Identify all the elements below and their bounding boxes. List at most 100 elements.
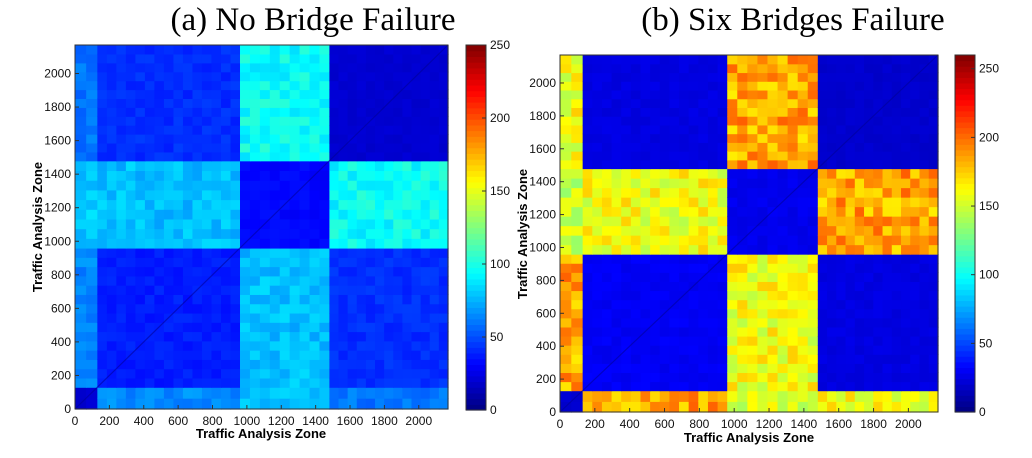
heatmap-cell	[919, 55, 930, 65]
heatmap-cell	[571, 98, 584, 108]
heatmap-cell	[611, 178, 622, 189]
heatmap-cell	[259, 134, 271, 144]
heatmap-cell	[698, 381, 709, 392]
heatmap-cell	[86, 331, 98, 342]
heatmap-cell	[402, 98, 413, 108]
heatmap-cell	[864, 98, 874, 108]
heatmap-cell	[621, 326, 632, 337]
heatmap-cell	[173, 89, 184, 100]
heatmap-cell	[891, 390, 902, 402]
heatmap-cell	[173, 209, 184, 220]
heatmap-cell	[249, 107, 261, 117]
heatmap-cell	[650, 89, 661, 100]
heatmap-cell	[365, 71, 376, 82]
heatmap-cell	[640, 159, 651, 170]
heatmap-cell	[757, 142, 769, 152]
heatmap-cell	[777, 326, 789, 337]
heatmap-cell	[767, 107, 779, 117]
heatmap-cell	[659, 63, 670, 74]
heatmap-cell	[717, 206, 728, 217]
heatmap-cell	[669, 290, 680, 301]
heatmap-cell	[560, 206, 572, 217]
heatmap-cell	[201, 151, 213, 162]
heatmap-cell	[836, 151, 847, 161]
heatmap-cell	[688, 335, 699, 346]
heatmap-cell	[75, 228, 87, 239]
heatmap-cell	[797, 72, 809, 82]
heatmap-cell	[882, 159, 893, 170]
heatmap-cell	[807, 390, 819, 402]
heatmap-cell	[106, 134, 117, 144]
heatmap-cell	[230, 285, 241, 295]
heatmap-cell	[891, 142, 902, 152]
heatmap-cell	[420, 294, 431, 305]
heatmap-cell	[571, 363, 584, 373]
heatmap-cell	[393, 359, 403, 370]
heatmap-cell	[201, 322, 213, 333]
heatmap-cell	[230, 134, 241, 144]
heatmap-cell	[279, 266, 291, 277]
heatmap-cell	[347, 107, 358, 117]
heatmap-cell	[737, 308, 748, 319]
heatmap-cell	[659, 151, 670, 161]
heatmap-cell	[375, 218, 385, 230]
heatmap-cell	[854, 235, 865, 246]
heatmap-cell	[411, 398, 422, 410]
colorbar-segment	[466, 204, 486, 211]
heatmap-cell	[125, 199, 136, 210]
heatmap-cell	[86, 350, 98, 360]
heatmap-cell	[630, 308, 642, 319]
colorbar-segment	[955, 255, 975, 262]
heatmap-cell	[836, 235, 847, 246]
heatmap-cell	[910, 317, 921, 328]
heatmap-cell	[393, 62, 403, 73]
heatmap-cell	[571, 133, 584, 143]
heatmap-cell	[901, 142, 911, 152]
heatmap-cell	[411, 377, 422, 388]
heatmap-cell	[630, 72, 642, 82]
heatmap-cell	[309, 368, 321, 379]
heatmap-cell	[621, 159, 632, 170]
heatmap-cell	[817, 390, 828, 402]
heatmap-cell	[698, 299, 709, 310]
heatmap-cell	[86, 247, 98, 258]
heatmap-cell	[817, 354, 828, 364]
heatmap-cell	[797, 159, 809, 170]
colorbar-segment	[466, 164, 486, 172]
heatmap-cell	[797, 142, 809, 152]
heatmap-cell	[309, 275, 321, 286]
heatmap-cell	[230, 45, 241, 55]
heatmap-cell	[438, 238, 449, 249]
heatmap-cell	[173, 134, 184, 144]
heatmap-cell	[827, 401, 837, 413]
heatmap-cell	[182, 80, 194, 91]
heatmap-cell	[329, 62, 340, 73]
heatmap-cell	[560, 372, 572, 383]
heatmap-cell	[116, 218, 127, 230]
colorbar-segment	[955, 205, 975, 212]
heatmap-cell	[249, 125, 261, 135]
heatmap-cell	[698, 281, 709, 292]
heatmap-cell	[910, 187, 921, 198]
heatmap-cell	[402, 199, 413, 210]
heatmap-cell	[299, 350, 311, 360]
heatmap-cell	[582, 124, 593, 135]
heatmap-cell	[220, 398, 232, 410]
heatmap-cell	[910, 235, 921, 246]
heatmap-cell	[384, 247, 394, 258]
colorbar-segment	[466, 102, 486, 109]
heatmap-cell	[797, 363, 809, 373]
heatmap-cell	[249, 53, 261, 64]
heatmap-cell	[249, 312, 261, 323]
colorbar-segment	[466, 301, 486, 308]
heatmap-cell	[220, 247, 232, 258]
heatmap-cell	[402, 209, 413, 220]
heatmap-cell	[836, 290, 847, 301]
heatmap-cell	[787, 151, 799, 161]
heatmap-cell	[611, 317, 622, 328]
heatmap-cell	[220, 266, 232, 277]
heatmap-cell	[230, 199, 241, 210]
heatmap-cell	[787, 142, 799, 152]
heatmap-cell	[338, 209, 349, 220]
heatmap-cell	[817, 178, 828, 189]
